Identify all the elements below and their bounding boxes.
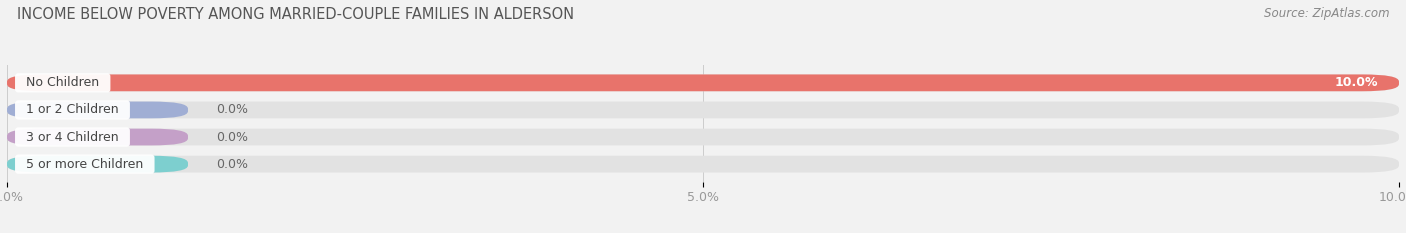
- FancyBboxPatch shape: [7, 102, 1399, 118]
- Text: 0.0%: 0.0%: [217, 130, 247, 144]
- Text: Source: ZipAtlas.com: Source: ZipAtlas.com: [1264, 7, 1389, 20]
- Text: INCOME BELOW POVERTY AMONG MARRIED-COUPLE FAMILIES IN ALDERSON: INCOME BELOW POVERTY AMONG MARRIED-COUPL…: [17, 7, 574, 22]
- Text: No Children: No Children: [18, 76, 107, 89]
- FancyBboxPatch shape: [7, 75, 1399, 91]
- Text: 3 or 4 Children: 3 or 4 Children: [18, 130, 127, 144]
- FancyBboxPatch shape: [7, 75, 1399, 91]
- Text: 0.0%: 0.0%: [217, 158, 247, 171]
- Text: 5 or more Children: 5 or more Children: [18, 158, 152, 171]
- FancyBboxPatch shape: [7, 129, 188, 145]
- FancyBboxPatch shape: [7, 156, 188, 172]
- Text: 1 or 2 Children: 1 or 2 Children: [18, 103, 127, 116]
- FancyBboxPatch shape: [7, 129, 1399, 145]
- FancyBboxPatch shape: [7, 156, 1399, 172]
- Text: 10.0%: 10.0%: [1334, 76, 1378, 89]
- FancyBboxPatch shape: [7, 102, 188, 118]
- Text: 0.0%: 0.0%: [217, 103, 247, 116]
